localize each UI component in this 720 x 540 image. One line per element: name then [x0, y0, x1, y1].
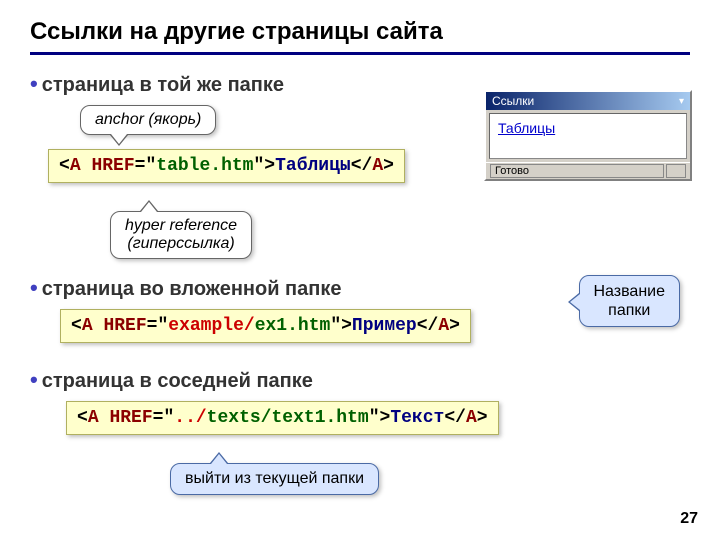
page-number: 27 — [680, 510, 698, 528]
callout-folder-l1: Название — [594, 282, 666, 301]
code3-lt: < — [77, 408, 88, 428]
browser-titlebar: Ссылки ▾ — [486, 92, 690, 110]
code3-link-text: Текст — [390, 408, 444, 428]
code-same-folder: <A HREF="table.htm">Таблицы</A> — [48, 149, 405, 183]
code3-tag-a2: A — [466, 408, 477, 428]
code2-close-open: </ — [417, 316, 439, 336]
bullet-sibling-folder: страница в соседней папке — [30, 367, 690, 393]
code-tag-a: A — [70, 156, 81, 176]
browser-icon: ▾ — [679, 96, 684, 107]
callout-folder-l2: папки — [594, 301, 666, 320]
code2-tag-a2: A — [438, 316, 449, 336]
browser-body: Таблицы — [489, 113, 687, 159]
code2-file: ex1.htm — [255, 316, 331, 336]
code-tag-a2: A — [372, 156, 383, 176]
code-close-attr: "> — [253, 156, 275, 176]
code2-sp — [93, 316, 104, 336]
browser-status-text: Готово — [490, 164, 664, 178]
browser-status-grip — [666, 164, 686, 178]
code2-gt: > — [449, 316, 460, 336]
browser-statusbar: Готово — [486, 162, 690, 179]
callout-folder-name: Название папки — [579, 275, 681, 327]
code2-eq: =" — [147, 316, 169, 336]
code-gt: > — [383, 156, 394, 176]
callout-anchor: anchor (якорь) — [80, 105, 216, 135]
code3-close-attr: "> — [369, 408, 391, 428]
code3-sp — [99, 408, 110, 428]
code-close-open: </ — [351, 156, 373, 176]
code-sibling-folder: <A HREF="../texts/text1.htm">Текст</A> — [66, 401, 499, 435]
code3-close-open: </ — [444, 408, 466, 428]
code3-folder: texts/text1.htm — [207, 408, 369, 428]
code2-close-attr: "> — [330, 316, 352, 336]
code3-eq: =" — [153, 408, 175, 428]
code3-gt: > — [477, 408, 488, 428]
code3-tag-a: A — [88, 408, 99, 428]
code-nested-folder: <A HREF="example/ex1.htm">Пример</A> — [60, 309, 471, 343]
slide-title: Ссылки на другие страницы сайта — [30, 18, 690, 55]
browser-title-text: Ссылки — [492, 94, 534, 108]
browser-link[interactable]: Таблицы — [498, 120, 555, 136]
code-link-text: Таблицы — [275, 156, 351, 176]
code-lt: < — [59, 156, 70, 176]
browser-window: Ссылки ▾ Таблицы Готово — [484, 90, 692, 181]
callout-hyperref: hyper reference (гиперссылка) — [110, 211, 252, 259]
code3-attr-href: HREF — [109, 408, 152, 428]
code2-folder: example/ — [168, 316, 254, 336]
callout-exit-folder: выйти из текущей папки — [170, 463, 379, 495]
code-attr-href: HREF — [91, 156, 134, 176]
code2-link-text: Пример — [352, 316, 417, 336]
code2-attr-href: HREF — [103, 316, 146, 336]
callout-hyperref-l1: hyper reference — [125, 217, 237, 235]
code2-lt: < — [71, 316, 82, 336]
code-eq: =" — [135, 156, 157, 176]
code3-up: ../ — [174, 408, 206, 428]
callout-hyperref-l2: (гиперссылка) — [125, 235, 237, 253]
code2-tag-a: A — [82, 316, 93, 336]
code-file: table.htm — [156, 156, 253, 176]
code-sp — [81, 156, 92, 176]
